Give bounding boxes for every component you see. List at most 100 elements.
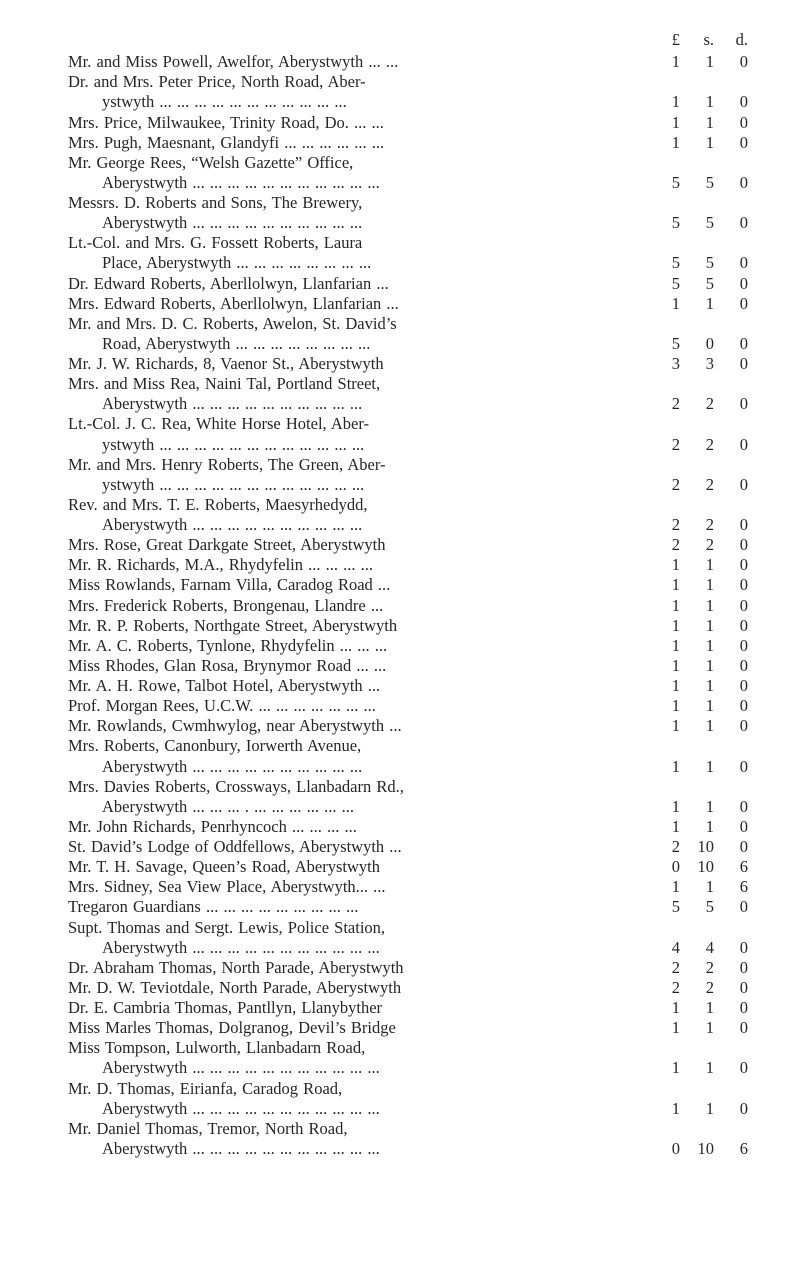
amount-group: 110 xyxy=(646,616,748,636)
ledger-row: Mr. and Mrs. Henry Roberts, The Green, A… xyxy=(68,455,748,475)
amount-pounds: 0 xyxy=(646,1139,680,1159)
amount-shillings: 10 xyxy=(680,837,714,857)
amount-pence: 0 xyxy=(714,435,748,455)
ledger-row: Messrs. D. Roberts and Sons, The Brewery… xyxy=(68,193,748,213)
amount-group: 110 xyxy=(646,1018,748,1038)
amount-pence: 0 xyxy=(714,113,748,133)
amount-group: 110 xyxy=(646,52,748,72)
amount-group: 550 xyxy=(646,897,748,917)
amount-pounds: 2 xyxy=(646,394,680,414)
amount-shillings: 3 xyxy=(680,354,714,374)
amount-group: 110 xyxy=(646,1058,748,1078)
amount-shillings: 1 xyxy=(680,555,714,575)
amount-group: 110 xyxy=(646,757,748,777)
amount-pence: 0 xyxy=(714,676,748,696)
amount-group: 550 xyxy=(646,213,748,233)
entry-description: Mrs. Davies Roberts, Crossways, Llanbada… xyxy=(68,777,646,797)
entry-description: Mr. J. W. Richards, 8, Vaenor St., Abery… xyxy=(68,354,646,374)
ledger-row: Miss Rowlands, Farnam Villa, Caradog Roa… xyxy=(68,575,748,595)
amount-pounds: 1 xyxy=(646,1099,680,1119)
amount-pence: 0 xyxy=(714,133,748,153)
entry-description: Mr. T. H. Savage, Queen’s Road, Aberystw… xyxy=(68,857,646,877)
entry-description: Mrs. and Miss Rea, Naini Tal, Portland S… xyxy=(68,374,646,394)
ledger-row: ystwyth ... ... ... ... ... ... ... ... … xyxy=(68,475,748,495)
amount-pounds: 2 xyxy=(646,475,680,495)
amount-group: 0106 xyxy=(646,1139,748,1159)
amount-pence: 0 xyxy=(714,616,748,636)
ledger-row: Mrs. Davies Roberts, Crossways, Llanbada… xyxy=(68,777,748,797)
ledger-row: Mrs. Edward Roberts, Aberllolwyn, Llanfa… xyxy=(68,294,748,314)
entry-description: Dr. Abraham Thomas, North Parade, Aberys… xyxy=(68,958,646,978)
entry-description: Mr. and Miss Powell, Awelfor, Aberystwyt… xyxy=(68,52,646,72)
amount-pence: 0 xyxy=(714,173,748,193)
ledger-row: Mrs. Sidney, Sea View Place, Aberystwyth… xyxy=(68,877,748,897)
amount-pence: 0 xyxy=(714,596,748,616)
ledger-row: Mr. R. Richards, M.A., Rhydyfelin ... ..… xyxy=(68,555,748,575)
amount-pence: 0 xyxy=(714,656,748,676)
ledger-row: Mr. Daniel Thomas, Tremor, North Road, xyxy=(68,1119,748,1139)
ledger-row: Aberystwyth ... ... ... ... ... ... ... … xyxy=(68,1139,748,1159)
amount-shillings: 1 xyxy=(680,877,714,897)
amount-pence: 0 xyxy=(714,475,748,495)
amount-group: 110 xyxy=(646,294,748,314)
entry-description: Mrs. Rose, Great Darkgate Street, Aberys… xyxy=(68,535,646,555)
amount-shillings: 1 xyxy=(680,52,714,72)
entry-continuation: Aberystwyth ... ... ... ... ... ... ... … xyxy=(68,1139,646,1159)
header-pence: d. xyxy=(714,30,748,50)
amount-shillings: 1 xyxy=(680,113,714,133)
entry-description: Mr. A. C. Roberts, Tynlone, Rhydyfelin .… xyxy=(68,636,646,656)
amount-pounds: 5 xyxy=(646,897,680,917)
amount-pounds: 2 xyxy=(646,978,680,998)
amount-pounds: 1 xyxy=(646,596,680,616)
ledger-row: Place, Aberystwyth ... ... ... ... ... .… xyxy=(68,253,748,273)
amount-group: 0106 xyxy=(646,857,748,877)
amount-pounds: 0 xyxy=(646,857,680,877)
entry-continuation: Place, Aberystwyth ... ... ... ... ... .… xyxy=(68,253,646,273)
amount-shillings: 4 xyxy=(680,938,714,958)
ledger-row: Mrs. and Miss Rea, Naini Tal, Portland S… xyxy=(68,374,748,394)
amount-pence: 0 xyxy=(714,998,748,1018)
amount-pence: 6 xyxy=(714,877,748,897)
entry-description: Prof. Morgan Rees, U.C.W. ... ... ... ..… xyxy=(68,696,646,716)
amount-pounds: 1 xyxy=(646,113,680,133)
header-pound: £ xyxy=(646,30,680,50)
entry-continuation: Aberystwyth ... ... ... ... ... ... ... … xyxy=(68,1058,646,1078)
ledger-row: Mrs. Roberts, Canonbury, Iorwerth Avenue… xyxy=(68,736,748,756)
ledger-row: Mr. D. W. Teviotdale, North Parade, Aber… xyxy=(68,978,748,998)
entry-description: Miss Tompson, Lulworth, Llanbadarn Road, xyxy=(68,1038,646,1058)
ledger-row: Aberystwyth ... ... ... ... ... ... ... … xyxy=(68,394,748,414)
ledger-row: Aberystwyth ... ... ... . ... ... ... ..… xyxy=(68,797,748,817)
entry-continuation: ystwyth ... ... ... ... ... ... ... ... … xyxy=(68,92,646,112)
amount-shillings: 2 xyxy=(680,475,714,495)
amount-group: 550 xyxy=(646,253,748,273)
ledger-row: ystwyth ... ... ... ... ... ... ... ... … xyxy=(68,92,748,112)
amount-shillings: 1 xyxy=(680,133,714,153)
amount-pence: 0 xyxy=(714,636,748,656)
entry-description: Mrs. Edward Roberts, Aberllolwyn, Llanfa… xyxy=(68,294,646,314)
amount-pounds: 2 xyxy=(646,535,680,555)
amount-group: 220 xyxy=(646,435,748,455)
amount-pence: 0 xyxy=(714,696,748,716)
amount-group: 2100 xyxy=(646,837,748,857)
amount-shillings: 1 xyxy=(680,757,714,777)
amount-pounds: 1 xyxy=(646,616,680,636)
amount-shillings: 1 xyxy=(680,716,714,736)
amount-pounds: 1 xyxy=(646,757,680,777)
amount-shillings: 1 xyxy=(680,656,714,676)
amount-pence: 0 xyxy=(714,1058,748,1078)
amount-group: 110 xyxy=(646,696,748,716)
entry-description: Mr. D. Thomas, Eirianfa, Caradog Road, xyxy=(68,1079,646,1099)
amount-pounds: 1 xyxy=(646,817,680,837)
amount-shillings: 2 xyxy=(680,535,714,555)
amount-pence: 0 xyxy=(714,575,748,595)
amount-shillings: 1 xyxy=(680,817,714,837)
ledger-row: Miss Rhodes, Glan Rosa, Brynymor Road ..… xyxy=(68,656,748,676)
amount-group: 110 xyxy=(646,555,748,575)
entry-continuation: Aberystwyth ... ... ... ... ... ... ... … xyxy=(68,938,646,958)
amount-shillings: 0 xyxy=(680,334,714,354)
ledger-row: Aberystwyth ... ... ... ... ... ... ... … xyxy=(68,1058,748,1078)
ledger-row: Mr. George Rees, “Welsh Gazette” Office, xyxy=(68,153,748,173)
amount-shillings: 2 xyxy=(680,435,714,455)
amount-shillings: 1 xyxy=(680,797,714,817)
entry-description: Lt.-Col. and Mrs. G. Fossett Roberts, La… xyxy=(68,233,646,253)
